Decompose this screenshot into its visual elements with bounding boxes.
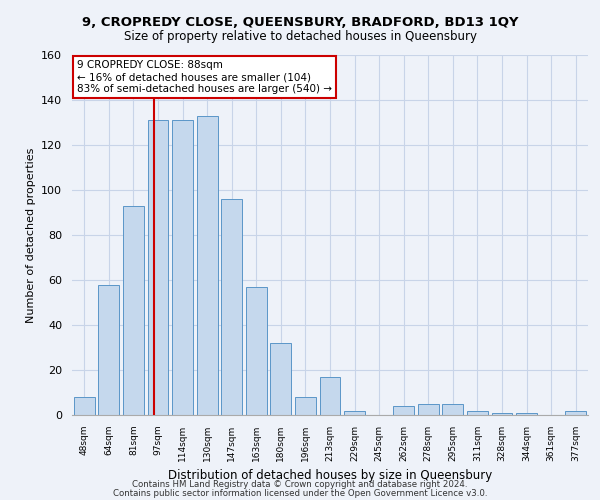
Bar <box>123 206 144 415</box>
Text: 9, CROPREDY CLOSE, QUEENSBURY, BRADFORD, BD13 1QY: 9, CROPREDY CLOSE, QUEENSBURY, BRADFORD,… <box>82 16 518 29</box>
Bar <box>221 199 242 415</box>
Bar <box>148 120 169 415</box>
Bar <box>172 120 193 415</box>
Text: Size of property relative to detached houses in Queensbury: Size of property relative to detached ho… <box>124 30 476 43</box>
Bar <box>295 397 316 415</box>
Bar <box>246 287 267 415</box>
Bar <box>467 410 488 415</box>
Y-axis label: Number of detached properties: Number of detached properties <box>26 148 35 322</box>
Bar <box>197 116 218 415</box>
Text: 9 CROPREDY CLOSE: 88sqm
← 16% of detached houses are smaller (104)
83% of semi-d: 9 CROPREDY CLOSE: 88sqm ← 16% of detache… <box>77 60 332 94</box>
Bar <box>74 397 95 415</box>
Bar <box>98 284 119 415</box>
Bar <box>344 410 365 415</box>
Bar <box>393 406 414 415</box>
Text: Contains HM Land Registry data © Crown copyright and database right 2024.: Contains HM Land Registry data © Crown c… <box>132 480 468 489</box>
Bar <box>418 404 439 415</box>
Bar <box>516 413 537 415</box>
Bar <box>442 404 463 415</box>
X-axis label: Distribution of detached houses by size in Queensbury: Distribution of detached houses by size … <box>168 470 492 482</box>
Bar <box>271 343 292 415</box>
Bar <box>565 410 586 415</box>
Bar <box>491 413 512 415</box>
Bar <box>320 377 340 415</box>
Text: Contains public sector information licensed under the Open Government Licence v3: Contains public sector information licen… <box>113 488 487 498</box>
